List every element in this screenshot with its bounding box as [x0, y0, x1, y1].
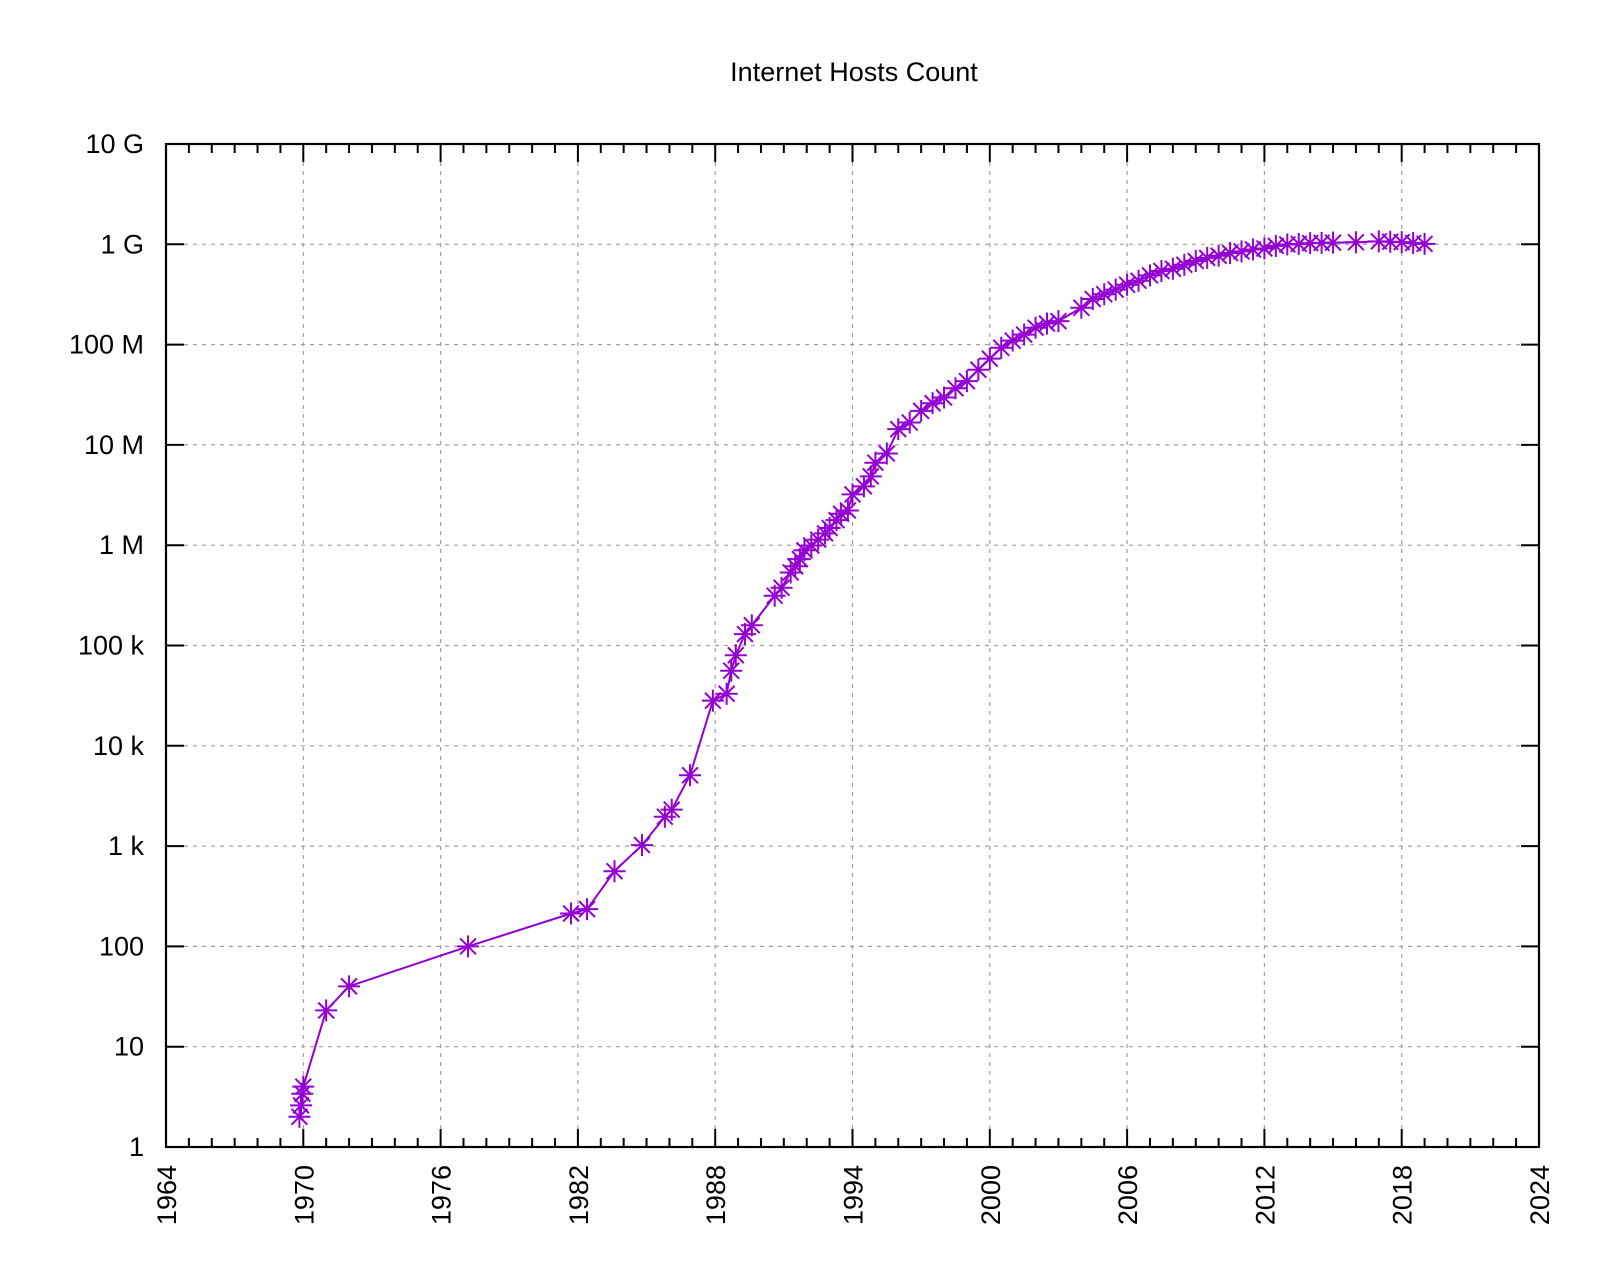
data-point — [1287, 232, 1310, 255]
data-point — [967, 358, 990, 381]
data-point — [841, 483, 864, 506]
x-tick-label: 2024 — [1525, 1165, 1555, 1225]
x-tick-label: 1982 — [564, 1165, 594, 1225]
data-point — [1230, 240, 1253, 263]
data-point — [1219, 242, 1242, 265]
data-point — [990, 336, 1013, 359]
data-point — [933, 386, 956, 409]
data-point — [978, 347, 1001, 370]
data-point — [1344, 231, 1367, 254]
y-tick-label: 10 — [114, 1032, 144, 1062]
data-point — [1253, 237, 1276, 260]
grid-lines — [166, 144, 1539, 1147]
data-point — [1276, 233, 1299, 256]
data-point — [740, 614, 763, 637]
data-point — [910, 399, 933, 422]
data-point — [1196, 246, 1219, 269]
x-tick-label: 2006 — [1113, 1165, 1143, 1225]
data-point — [836, 499, 859, 522]
y-tick-label: 1 G — [100, 229, 144, 259]
y-axis-tick-labels: 1 10 100 1 k 10 k 100 k 1 M 10 M 100 M 1 G 10 G — [69, 129, 145, 1162]
major-ticks — [165, 143, 1540, 1148]
data-point — [338, 975, 361, 998]
data-point — [1173, 253, 1196, 276]
data-point — [770, 576, 793, 599]
series-layer — [288, 230, 1436, 1128]
data-point — [660, 798, 683, 821]
data-point — [1322, 231, 1345, 254]
plot-frame — [164, 142, 1541, 1149]
y-tick-label: 1 — [129, 1132, 144, 1162]
x-tick-label: 2000 — [976, 1165, 1006, 1225]
data-point — [875, 442, 898, 465]
x-tick-label: 1976 — [427, 1165, 457, 1225]
y-tick-label: 100 — [99, 931, 144, 961]
x-tick-label: 2012 — [1250, 1165, 1280, 1225]
data-point — [788, 548, 811, 571]
data-point — [720, 659, 743, 682]
chart-title: Internet Hosts Count — [730, 57, 978, 87]
data-point — [715, 682, 738, 705]
y-tick-label: 1 M — [99, 530, 144, 560]
x-tick-label: 1964 — [152, 1165, 182, 1225]
data-point — [921, 392, 944, 415]
data-point — [1070, 296, 1093, 319]
data-point — [864, 451, 887, 474]
data-point — [288, 1105, 311, 1128]
y-tick-label: 100 M — [69, 330, 144, 360]
x-tick-label: 2018 — [1388, 1165, 1418, 1225]
x-tick-label: 1988 — [701, 1165, 731, 1225]
data-point — [1036, 312, 1059, 335]
data-point — [944, 377, 967, 400]
data-point — [1150, 260, 1173, 283]
data-point — [457, 935, 480, 958]
data-point — [292, 1075, 315, 1098]
data-point — [887, 418, 910, 441]
data-point — [1013, 323, 1036, 346]
data-point — [1184, 250, 1207, 273]
y-tick-label: 100 k — [78, 631, 145, 661]
y-tick-label: 10 k — [93, 731, 145, 761]
data-point — [1001, 329, 1024, 352]
data-point — [1413, 232, 1436, 255]
x-tick-label: 1970 — [289, 1165, 319, 1225]
data-point — [1047, 310, 1070, 333]
data-point — [1264, 234, 1287, 257]
data-point — [1093, 283, 1116, 306]
data-point — [315, 999, 338, 1022]
data-point — [560, 902, 583, 925]
data-point — [679, 764, 702, 787]
series-line — [298, 240, 1425, 1117]
data-point — [576, 898, 599, 921]
data-point — [724, 644, 747, 667]
data-point — [1024, 316, 1047, 339]
data-point — [290, 1094, 313, 1117]
x-tick-label: 1994 — [839, 1165, 869, 1225]
x-axis-tick-labels: 1964 1970 1976 1982 1988 1994 2000 2006 2012 2018… — [152, 1165, 1555, 1225]
minor-ticks — [187, 144, 1518, 1147]
data-point — [825, 509, 848, 532]
y-tick-label: 10 M — [84, 430, 144, 460]
data-point — [603, 860, 626, 883]
data-point — [779, 561, 802, 584]
y-tick-label: 1 k — [108, 831, 145, 861]
y-tick-label: 10 G — [85, 129, 144, 159]
data-point — [630, 834, 653, 857]
